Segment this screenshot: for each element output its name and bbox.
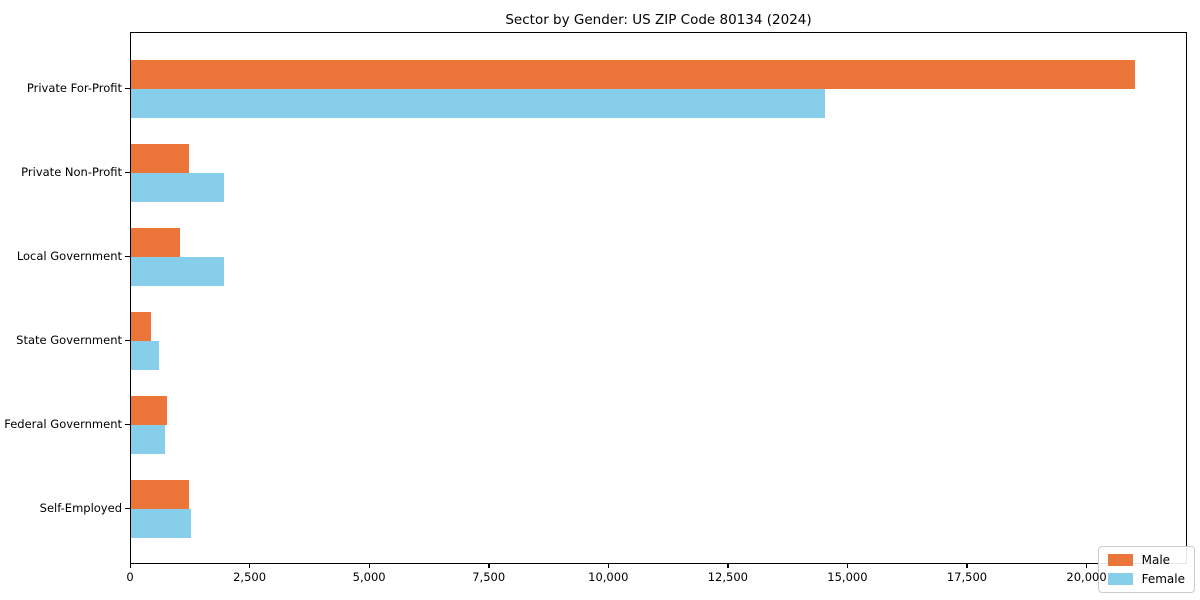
x-tick-mark-1 [249, 563, 251, 568]
legend-label-female: Female [1141, 572, 1185, 586]
x-tick-mark-3 [488, 563, 490, 568]
y-axis-label-3: State Government [16, 333, 122, 347]
bar-female-0 [131, 89, 825, 118]
x-tick-label-4: 10,000 [588, 570, 629, 584]
bar-male-4 [131, 396, 167, 425]
x-tick-label-5: 12,500 [707, 570, 748, 584]
y-tick-mark-4 [125, 423, 130, 425]
y-axis-label-1: Private Non-Profit [21, 165, 122, 179]
bar-female-1 [131, 173, 225, 202]
y-axis-label-2: Local Government [16, 249, 122, 263]
chart-title: Sector by Gender: US ZIP Code 80134 (202… [505, 12, 812, 28]
legend: Male Female [1097, 546, 1195, 593]
legend-swatch-male [1107, 554, 1133, 566]
y-axis-label-0: Private For-Profit [26, 81, 122, 95]
y-tick-mark-3 [125, 339, 130, 341]
x-tick-mark-8 [1086, 563, 1088, 568]
x-tick-label-7: 17,500 [946, 570, 988, 584]
x-tick-label-8: 20,000 [1066, 570, 1107, 584]
bar-female-3 [131, 341, 160, 370]
x-tick-mark-7 [966, 563, 968, 568]
x-tick-mark-5 [727, 563, 729, 568]
x-tick-label-0: 0 [126, 570, 134, 584]
y-tick-mark-0 [125, 87, 130, 89]
x-tick-label-2: 5,000 [352, 570, 386, 584]
y-tick-mark-5 [125, 507, 130, 509]
x-tick-mark-0 [129, 563, 131, 568]
plot-area [130, 32, 1187, 564]
x-tick-mark-4 [607, 563, 610, 568]
x-tick-label-6: 15,000 [827, 570, 868, 584]
legend-swatch-female [1107, 573, 1133, 585]
y-tick-mark-2 [125, 255, 130, 257]
bar-female-5 [131, 509, 191, 538]
x-tick-label-3: 7,500 [472, 570, 506, 584]
legend-item-female: Female [1107, 572, 1185, 586]
y-axis-label-5: Self-Employed [39, 501, 122, 515]
x-tick-label-1: 2,500 [233, 570, 267, 584]
legend-label-male: Male [1141, 553, 1171, 567]
bar-male-5 [131, 480, 189, 509]
bar-female-4 [131, 425, 165, 454]
bar-female-2 [131, 257, 225, 286]
x-tick-mark-6 [846, 563, 849, 568]
bar-male-1 [131, 144, 189, 173]
x-tick-mark-2 [368, 563, 370, 568]
bar-male-0 [131, 60, 1136, 89]
legend-item-male: Male [1107, 553, 1185, 567]
bar-male-3 [131, 312, 152, 341]
y-axis-label-4: Federal Government [4, 417, 122, 431]
bar-male-2 [131, 228, 180, 257]
y-tick-mark-1 [125, 171, 130, 173]
